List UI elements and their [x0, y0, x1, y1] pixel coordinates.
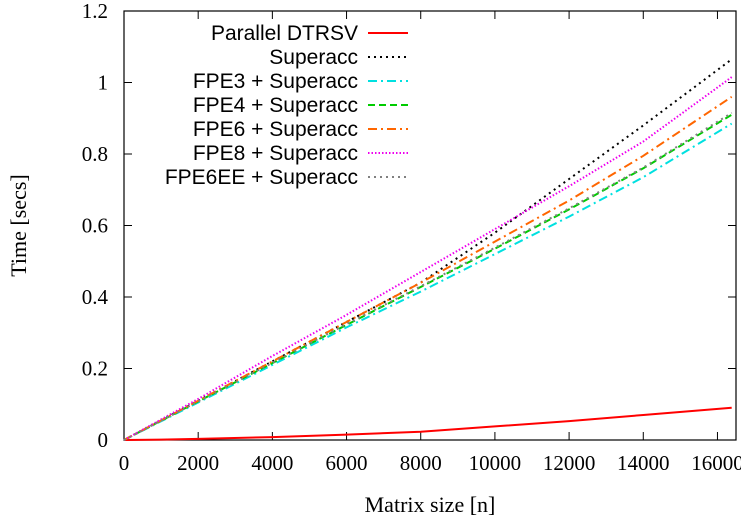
series-line: [123, 112, 733, 441]
x-tick-label: 0: [119, 451, 130, 475]
y-tick-label: 0.4: [82, 285, 109, 309]
y-tick-label: 0.2: [82, 357, 108, 381]
legend-label: FPE6 + Superacc: [193, 118, 358, 141]
x-tick-label: 2000: [177, 451, 219, 475]
series-layer: [123, 58, 733, 441]
x-tick-label: 16000: [691, 451, 741, 475]
legend-label: Parallel DTRSV: [211, 22, 358, 45]
y-tick-label: 0.6: [82, 214, 108, 238]
x-tick-label: 14000: [617, 451, 670, 475]
ticks: 0 2000 4000 6000 8000 10000 12000 14000 16000 0 0.…: [82, 0, 741, 475]
x-axis-title: Matrix size [n]: [365, 492, 496, 517]
legend-label: Superacc: [269, 46, 358, 69]
legend-label: FPE8 + Superacc: [193, 142, 358, 165]
y-tick-label: 1: [98, 71, 109, 95]
legend-label: FPE4 + Superacc: [193, 94, 358, 117]
x-tick-label: 10000: [469, 451, 522, 475]
series-line: [123, 76, 733, 441]
y-axis-title: Time [secs]: [6, 174, 31, 276]
x-tick-label: 4000: [251, 451, 293, 475]
series-line: [123, 113, 733, 441]
series-line: [123, 122, 733, 441]
series-line: [123, 58, 733, 441]
legend-label: FPE3 + Superacc: [193, 70, 358, 93]
series-line: [123, 406, 732, 441]
y-tick-label: 0.8: [82, 142, 108, 166]
legend-label: FPE6EE + Superacc: [165, 166, 358, 189]
x-tick-label: 6000: [326, 451, 368, 475]
x-tick-label: 12000: [543, 451, 596, 475]
x-tick-label: 8000: [400, 451, 442, 475]
y-tick-label: 1.2: [82, 0, 108, 23]
y-tick-label: 0: [98, 428, 109, 452]
